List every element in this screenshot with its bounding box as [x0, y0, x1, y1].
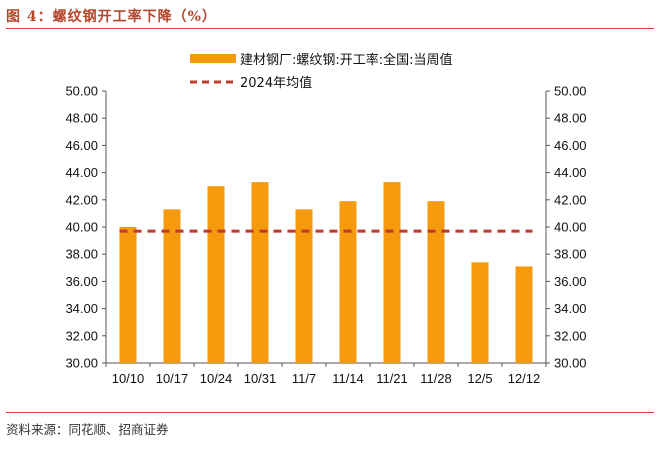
left-tick-label: 48.00 [65, 111, 98, 126]
x-tick-label: 11/21 [376, 371, 408, 386]
left-tick-label: 30.00 [65, 356, 98, 371]
bar-11-7 [295, 209, 313, 363]
right-tick-label: 44.00 [554, 165, 587, 180]
x-tick-label: 11/28 [420, 371, 452, 386]
right-tick-label: 48.00 [554, 111, 587, 126]
x-tick-label: 10/24 [200, 371, 233, 386]
right-tick-label: 38.00 [554, 247, 587, 262]
x-tick-label: 12/5 [467, 371, 492, 386]
right-tick-label: 30.00 [554, 356, 587, 371]
x-tick-label: 10/17 [156, 371, 189, 386]
right-tick-label: 34.00 [554, 301, 587, 316]
right-tick-label: 36.00 [554, 274, 587, 289]
x-tick-label: 12/12 [508, 371, 541, 386]
source-note: 资料来源：同花顺、招商证券 [6, 422, 169, 437]
bar-11-28 [427, 201, 445, 363]
left-tick-label: 50.00 [65, 84, 98, 99]
bars [119, 182, 533, 363]
left-tick-label: 44.00 [65, 165, 98, 180]
left-tick-label: 46.00 [65, 138, 98, 153]
left-tick-label: 36.00 [65, 274, 98, 289]
left-y-axis-ticks: 30.00 32.00 34.00 36.00 38.00 40.00 42.00 44.00… [65, 84, 106, 371]
bar-11-21 [383, 182, 401, 363]
right-tick-label: 32.00 [554, 328, 587, 343]
legend-bar-label: 建材钢厂:螺纹钢:开工率:全国:当周值 [240, 52, 453, 68]
legend-line-label: 2024年均值 [240, 75, 312, 91]
legend-bar-swatch [190, 54, 236, 63]
x-tick-label: 11/14 [332, 371, 364, 386]
bar-10-24 [207, 186, 225, 363]
figure-title: 图 4：螺纹钢开工率下降（%） [6, 9, 217, 25]
left-tick-label: 42.00 [65, 192, 98, 207]
x-tick-label: 10/10 [112, 371, 145, 386]
right-tick-label: 50.00 [554, 84, 587, 99]
left-tick-label: 38.00 [65, 247, 98, 262]
left-tick-label: 40.00 [65, 220, 98, 235]
left-tick-label: 32.00 [65, 328, 98, 343]
bar-12-5 [471, 262, 489, 363]
left-tick-label: 34.00 [65, 301, 98, 316]
right-y-axis-ticks: 30.00 32.00 34.00 36.00 38.00 40.00 42.00 44.00… [546, 84, 587, 371]
legend: 建材钢厂:螺纹钢:开工率:全国:当周值 2024年均值 [190, 52, 453, 91]
bar-10-17 [163, 209, 181, 363]
x-axis-labels: 10/10 10/17 10/24 10/31 11/7 11/14 11/21 11/28 1… [105, 363, 547, 386]
bar-10-31 [251, 182, 269, 363]
x-tick-label: 10/31 [244, 371, 277, 386]
bar-11-14 [339, 201, 357, 363]
right-tick-label: 46.00 [554, 138, 587, 153]
bar-12-12 [515, 266, 533, 363]
title-rule [6, 28, 654, 29]
right-tick-label: 42.00 [554, 192, 587, 207]
right-tick-label: 40.00 [554, 220, 587, 235]
bar-10-10 [119, 227, 137, 363]
x-tick-label: 11/7 [292, 371, 316, 386]
source-rule [6, 412, 654, 413]
